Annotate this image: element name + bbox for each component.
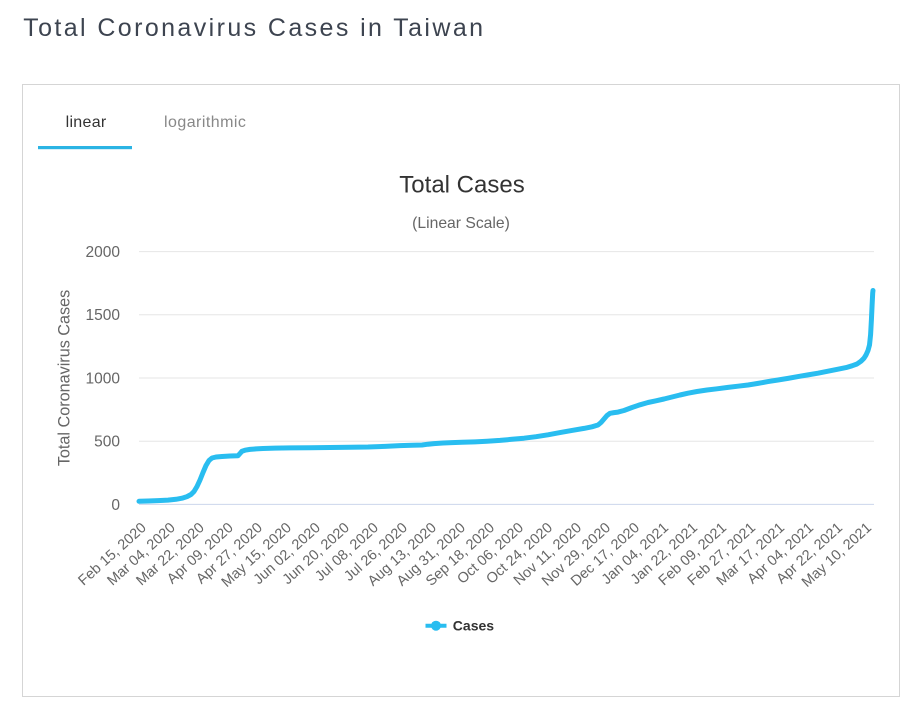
svg-text:Total Coronavirus Cases in Tai: Total Coronavirus Cases in Taiwan <box>23 14 485 42</box>
svg-text:Total Coronavirus Cases: Total Coronavirus Cases <box>56 290 74 466</box>
svg-text:2000: 2000 <box>86 244 121 261</box>
svg-text:linear: linear <box>66 114 107 131</box>
svg-text:500: 500 <box>94 434 120 451</box>
svg-text:Total Cases: Total Cases <box>399 171 524 198</box>
svg-text:(Linear Scale): (Linear Scale) <box>412 215 510 232</box>
svg-text:1500: 1500 <box>86 307 121 324</box>
svg-text:0: 0 <box>111 497 120 514</box>
svg-text:logarithmic: logarithmic <box>164 114 246 131</box>
svg-text:Cases: Cases <box>453 618 494 634</box>
svg-text:1000: 1000 <box>86 370 121 387</box>
